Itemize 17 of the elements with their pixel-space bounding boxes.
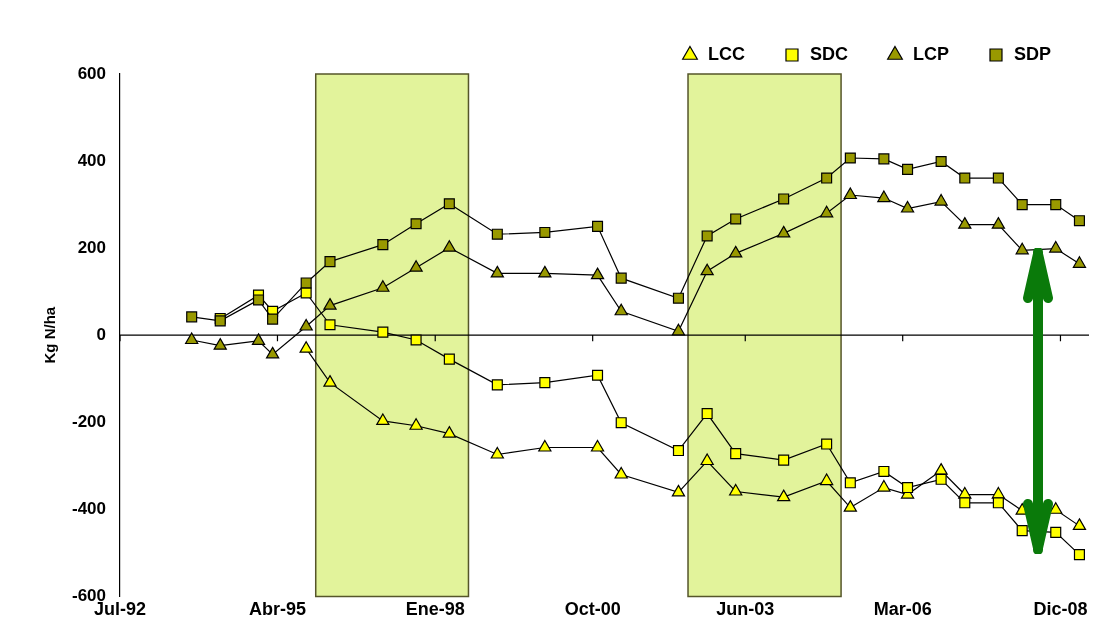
- y-tick-label: -200: [71, 411, 107, 431]
- legend-label: SDP: [1013, 43, 1051, 64]
- y-tick-label: -400: [71, 499, 107, 519]
- x-tick-label: Ene-98: [405, 599, 465, 620]
- y-tick-label: 200: [77, 237, 107, 257]
- legend-label: SDC: [809, 43, 848, 64]
- y-axis-title: Kg N/ha: [41, 306, 59, 364]
- y-tick-label: 0: [96, 324, 107, 344]
- legend-label: LCP: [912, 43, 949, 64]
- x-tick-label: Dic-08: [1033, 599, 1088, 620]
- x-tick-label: Jun-03: [716, 599, 775, 620]
- x-tick-label: Oct-00: [564, 599, 621, 620]
- y-tick-label: 600: [77, 63, 107, 83]
- legend-label: LCC: [707, 43, 745, 64]
- y-tick-label: 400: [77, 150, 107, 170]
- x-tick-label: Abr-95: [248, 599, 306, 620]
- x-tick-label: Mar-06: [873, 599, 932, 620]
